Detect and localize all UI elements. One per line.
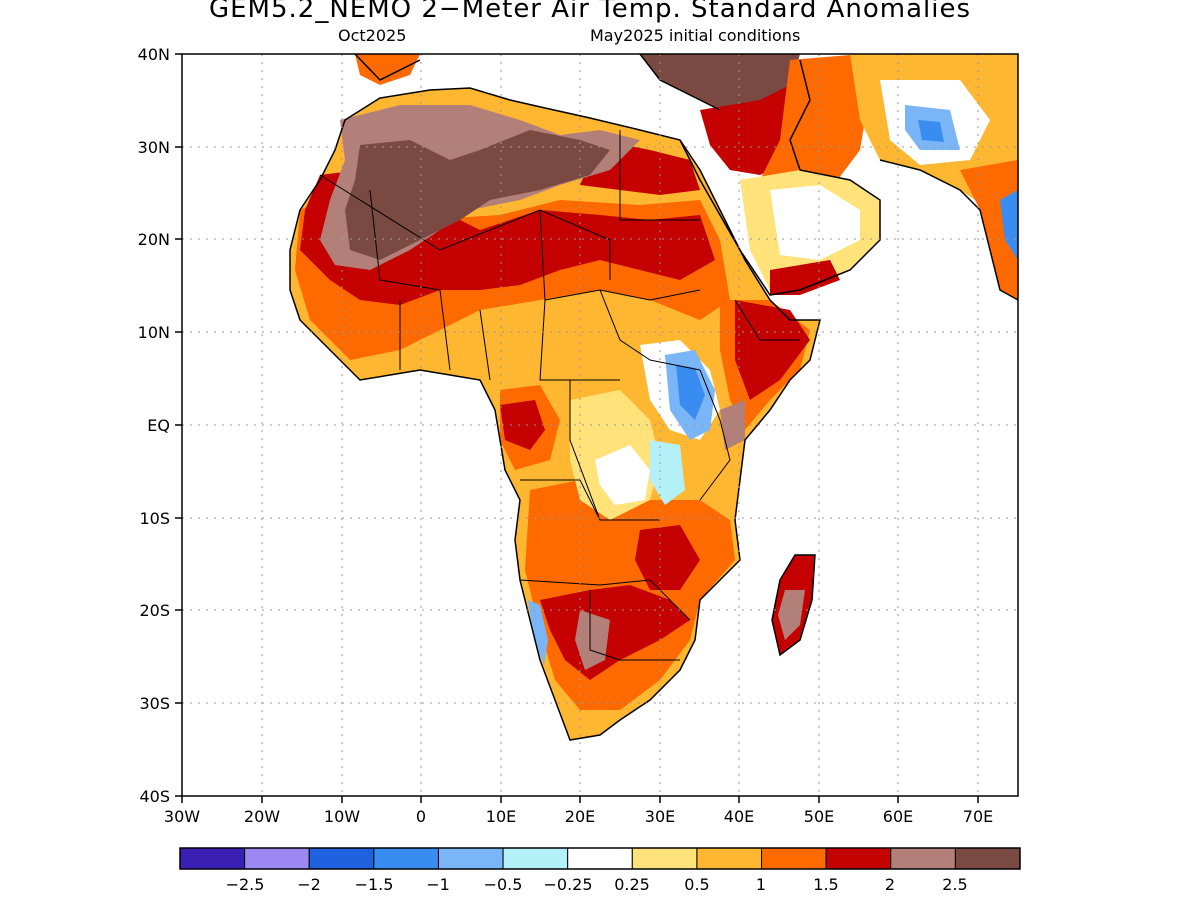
lat-label: 40N	[138, 45, 170, 64]
legend-swatch	[890, 847, 956, 870]
anomaly-lightblue-namibia-coast	[528, 600, 548, 665]
legend-swatch	[825, 847, 892, 870]
legend-swatch	[567, 847, 633, 870]
legend-label: −2	[297, 875, 321, 894]
anomaly-field	[290, 54, 1018, 740]
lat-label: 20N	[138, 230, 170, 249]
anomaly-brown-east-africa	[720, 400, 745, 450]
anomaly-lightblue-lakes	[650, 440, 685, 505]
legend-label: −2.5	[226, 875, 265, 894]
legend-label: 2.5	[942, 875, 967, 894]
legend-swatch	[179, 847, 246, 870]
lon-label: 10E	[486, 807, 516, 826]
legend-label: −1	[426, 875, 450, 894]
legend-swatch	[954, 847, 1021, 870]
lon-label: 30E	[645, 807, 675, 826]
anomaly-orange-middle-east	[760, 55, 870, 200]
anomaly-brown-madagascar	[778, 590, 805, 640]
anomaly-red-horn	[735, 300, 810, 400]
lat-label: 40S	[139, 787, 170, 806]
legend-label: 1.5	[813, 875, 838, 894]
legend-swatch	[308, 847, 375, 870]
legend-swatch	[373, 847, 439, 870]
legend-labels: −2.5 −2 −1.5 −1 −0.5 −0.25 0.25 0.5 1 1.…	[226, 875, 968, 894]
forecast-month-label: Oct2025	[338, 26, 407, 45]
legend-frame	[179, 847, 1021, 870]
lon-label: 20E	[565, 807, 595, 826]
initial-conditions-label: May2025 initial conditions	[590, 26, 801, 45]
legend-swatch	[244, 847, 310, 870]
lon-label: 0	[416, 807, 426, 826]
latitude-labels: 40N 30N 20N 10N EQ 10S 20S 30S 40S	[138, 45, 170, 806]
legend-swatch	[502, 847, 569, 870]
legend-swatch	[761, 847, 827, 870]
anomaly-brown-namibia	[575, 610, 610, 670]
lat-label: EQ	[147, 416, 170, 435]
anomaly-blue-india	[1000, 190, 1018, 260]
lon-label: 50E	[804, 807, 834, 826]
legend-label: 0.5	[684, 875, 709, 894]
lat-label: 30N	[138, 138, 170, 157]
color-legend: −2.5 −2 −1.5 −1 −0.5 −0.25 0.25 0.5 1 1.…	[179, 847, 1021, 894]
lon-label: 20W	[244, 807, 280, 826]
anomaly-blue-east-africa	[676, 365, 705, 420]
longitude-labels: 30W 20W 10W 0 10E 20E 30E 40E 50E 60E 70…	[164, 807, 993, 826]
lon-label: 30W	[164, 807, 200, 826]
lat-label: 30S	[139, 694, 170, 713]
axis-ticks	[175, 53, 979, 803]
lon-label: 40E	[724, 807, 754, 826]
anomaly-red-gabon	[500, 400, 545, 450]
legend-swatch	[437, 847, 504, 870]
lat-label: 10N	[138, 323, 170, 342]
legend-label: −0.25	[543, 875, 592, 894]
legend-swatch	[696, 847, 763, 870]
anomaly-white-arabia	[770, 185, 860, 260]
anomaly-white-central-africa	[595, 445, 650, 505]
graticule	[182, 54, 1018, 796]
lon-label: 10W	[324, 807, 360, 826]
anomaly-blue-iran	[918, 120, 944, 142]
anomaly-red-zambezi	[635, 525, 700, 590]
anomaly-red-yemen	[770, 260, 840, 295]
legend-label: −1.5	[355, 875, 394, 894]
anomaly-darkbrown-sahara	[345, 130, 610, 260]
anomaly-red-southern-africa	[540, 585, 690, 680]
lon-label: 70E	[963, 807, 993, 826]
anomaly-orange-spain	[355, 54, 420, 85]
map-title: GEM5.2_NEMO 2−Meter Air Temp. Standard A…	[208, 0, 972, 24]
coastlines	[289, 54, 1018, 741]
lat-label: 10S	[139, 509, 170, 528]
lat-label: 20S	[139, 601, 170, 620]
legend-label: 1	[756, 875, 766, 894]
legend-label: 0.25	[614, 875, 650, 894]
legend-label: −0.5	[484, 875, 523, 894]
legend-label: 2	[885, 875, 895, 894]
lon-label: 60E	[883, 807, 913, 826]
anomaly-orange-india	[960, 160, 1018, 300]
legend-swatches	[179, 847, 1021, 870]
legend-swatch	[631, 847, 698, 870]
